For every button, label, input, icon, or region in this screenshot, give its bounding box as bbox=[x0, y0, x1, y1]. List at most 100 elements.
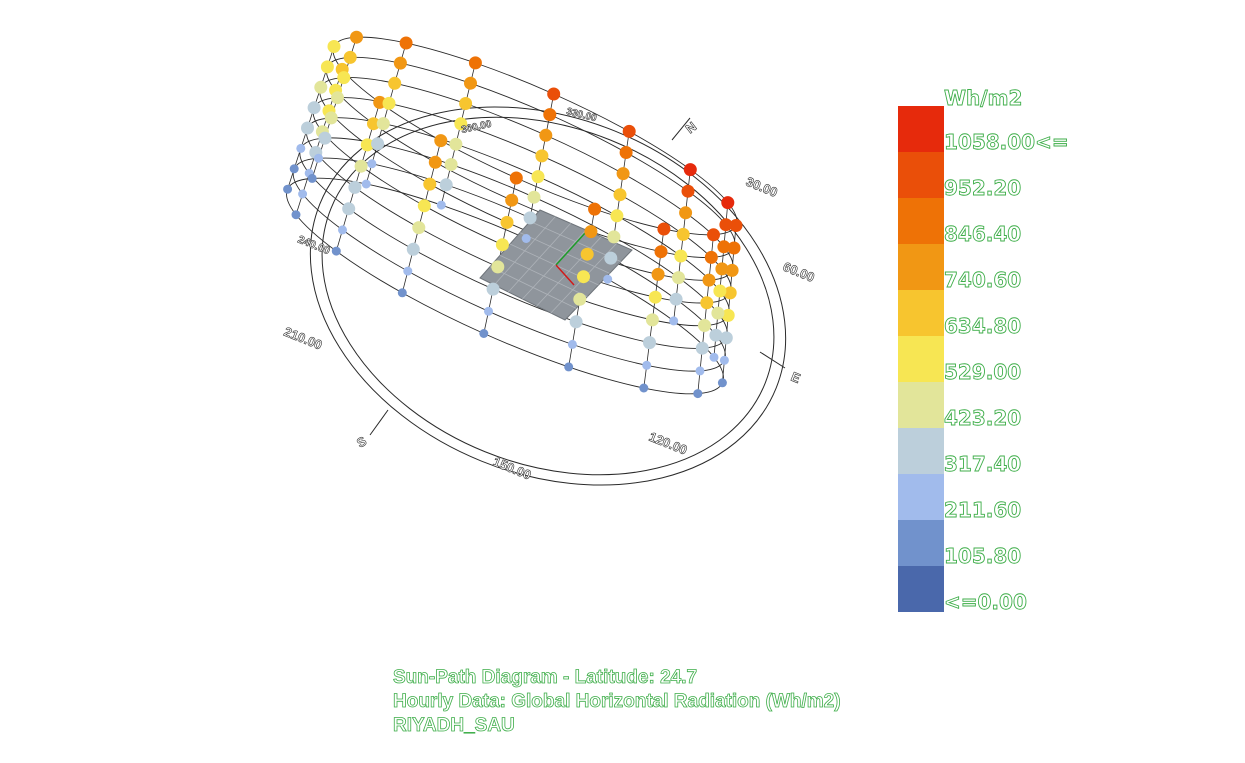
ground-patch bbox=[479, 209, 633, 321]
daily-sun-arc bbox=[306, 117, 730, 327]
sun-position-marker bbox=[371, 137, 385, 151]
sun-position-marker bbox=[669, 316, 679, 326]
sun-position-markers bbox=[283, 30, 743, 399]
sun-position-marker bbox=[693, 389, 703, 399]
sun-position-marker bbox=[707, 228, 720, 242]
sun-position-marker bbox=[289, 164, 299, 174]
sun-position-marker bbox=[639, 383, 649, 393]
sun-position-marker bbox=[388, 76, 402, 90]
sun-position-marker bbox=[324, 111, 338, 125]
sun-position-marker bbox=[674, 249, 688, 263]
sun-position-marker bbox=[331, 246, 341, 256]
sun-position-marker bbox=[719, 218, 733, 232]
legend-label: 529.00 bbox=[944, 360, 1022, 385]
sun-position-marker bbox=[397, 288, 407, 298]
compass-inner-ring bbox=[321, 116, 775, 476]
sun-position-marker bbox=[645, 313, 659, 327]
sun-position-marker bbox=[683, 163, 697, 177]
sun-position-marker bbox=[727, 241, 741, 255]
sun-position-marker bbox=[577, 270, 590, 284]
south-tick bbox=[369, 409, 389, 436]
sun-position-marker bbox=[531, 170, 545, 184]
sun-position-marker bbox=[676, 227, 690, 241]
sun-position-marker bbox=[291, 210, 301, 220]
sun-position-marker bbox=[535, 149, 549, 163]
sun-position-marker bbox=[399, 36, 413, 50]
sun-position-marker bbox=[713, 284, 727, 298]
sun-position-marker bbox=[376, 117, 390, 131]
legend-label: 634.80 bbox=[944, 314, 1022, 339]
sun-position-marker bbox=[654, 245, 668, 259]
label-30: 30.00 bbox=[744, 174, 780, 200]
sun-position-marker bbox=[382, 96, 396, 110]
sun-position-marker bbox=[314, 153, 323, 163]
legend-swatch bbox=[898, 428, 944, 474]
caption-title: Sun-Path Diagram - Latitude: 24.7 bbox=[393, 667, 698, 689]
sun-position-marker bbox=[342, 202, 356, 216]
sun-position-marker bbox=[412, 221, 426, 235]
sun-position-marker bbox=[486, 282, 500, 296]
sun-position-marker bbox=[695, 366, 705, 376]
sun-position-marker bbox=[564, 362, 574, 372]
label-330: 330.00 bbox=[565, 106, 598, 124]
sun-position-marker bbox=[651, 267, 665, 281]
sun-position-marker bbox=[423, 177, 437, 191]
sun-position-marker bbox=[320, 60, 334, 74]
ground-grid-line bbox=[489, 266, 577, 309]
sun-position-marker bbox=[449, 137, 463, 151]
label-60: 60.00 bbox=[781, 259, 817, 285]
sun-position-marker bbox=[642, 360, 652, 370]
sun-position-marker bbox=[495, 238, 509, 252]
sun-position-marker bbox=[521, 234, 531, 243]
sun-position-marker bbox=[301, 121, 314, 135]
sun-position-marker bbox=[721, 308, 735, 322]
caption-data-type: Hourly Data: Global Horizontal Radiation… bbox=[393, 691, 841, 713]
sun-position-marker bbox=[573, 292, 587, 306]
north-tick bbox=[671, 117, 691, 141]
sun-position-marker bbox=[360, 138, 374, 152]
legend-swatch bbox=[898, 290, 944, 336]
sun-position-marker bbox=[343, 50, 357, 64]
legend-label: 1058.00<= bbox=[944, 130, 1070, 155]
sun-position-marker bbox=[610, 209, 624, 223]
legend-label: 211.60 bbox=[944, 498, 1022, 523]
sun-position-marker bbox=[354, 159, 368, 173]
east-tick bbox=[759, 351, 786, 369]
legend-swatch bbox=[898, 382, 944, 428]
sun-position-marker bbox=[439, 178, 453, 192]
sun-position-marker bbox=[547, 87, 561, 101]
sun-position-marker bbox=[702, 273, 716, 287]
sun-position-marker bbox=[613, 188, 627, 202]
sun-position-marker bbox=[318, 131, 332, 145]
legend-label: 105.80 bbox=[944, 544, 1022, 569]
sun-position-marker bbox=[721, 196, 735, 210]
sun-path-diagram: N 30.00 60.00 E 120.00 150.00 S 210.00 2… bbox=[282, 30, 817, 486]
sun-position-marker bbox=[307, 173, 317, 183]
compass-outer-ring bbox=[309, 106, 787, 486]
sun-position-marker bbox=[491, 260, 505, 274]
legend-swatch bbox=[898, 198, 944, 244]
sun-position-marker bbox=[296, 143, 306, 153]
sun-position-marker bbox=[704, 250, 718, 264]
axis-x bbox=[555, 264, 575, 286]
sun-position-marker bbox=[616, 167, 630, 181]
sun-position-marker bbox=[428, 155, 442, 169]
sun-position-marker bbox=[367, 117, 380, 131]
sun-position-marker bbox=[729, 219, 743, 232]
label-south: S bbox=[354, 433, 369, 450]
sun-position-marker bbox=[350, 30, 363, 44]
sun-position-marker bbox=[681, 184, 695, 198]
legend-swatch bbox=[898, 566, 944, 612]
sun-position-marker bbox=[580, 247, 594, 261]
sun-position-marker bbox=[567, 339, 577, 349]
label-150: 150.00 bbox=[491, 454, 533, 483]
sun-position-marker bbox=[607, 230, 621, 244]
sun-position-marker bbox=[719, 331, 733, 345]
sun-position-marker bbox=[444, 158, 458, 171]
sun-position-marker bbox=[539, 128, 553, 142]
sun-position-marker bbox=[484, 306, 493, 316]
sun-position-marker bbox=[725, 263, 739, 277]
sun-position-marker bbox=[695, 341, 709, 355]
sun-position-marker bbox=[505, 193, 519, 207]
sun-position-marker bbox=[588, 202, 602, 216]
